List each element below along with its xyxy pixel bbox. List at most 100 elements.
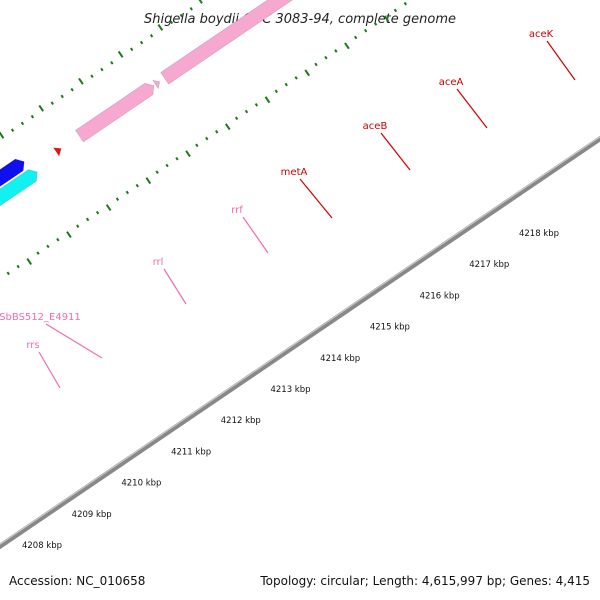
gene-label: rrs [26,340,39,351]
inner-tick [165,163,169,168]
outer-tick [60,94,64,99]
feature-arrow [152,79,161,90]
inner-tick [324,55,328,60]
gene-label: rrf [231,205,243,216]
inner-tick [85,217,90,222]
gene-label: aceK [529,29,554,40]
outer-tick [157,23,164,31]
outer-tick [198,0,203,4]
backbone-highlight [0,136,600,545]
inner-tick [105,204,112,212]
outer-tick [130,47,134,52]
feature-arrow [0,158,25,187]
outer-tick [38,104,45,112]
inner-tick [205,136,209,141]
feature-track [0,0,293,207]
outer-tick [110,60,114,65]
outer-tick [0,131,5,139]
outer-tick [90,74,94,79]
kbp-label-group: 4208 kbp 4209 kbp 4210 kbp 4211 kbp 4212 kbp… [22,229,559,551]
gene-leader-line [456,88,488,129]
gene-leader-line [242,216,269,254]
outer-tick [169,20,174,25]
inner-tick [393,8,398,13]
kbp-label: 4215 kbp [370,323,410,333]
genome-summary-text: Topology: circular; Length: 4,615,997 bp… [260,574,590,588]
outer-tick [30,114,35,119]
gene-leader-line [380,132,411,171]
outer-tick-row [0,0,203,139]
inner-tick [155,170,159,175]
genome-backbone [0,135,600,550]
kbp-label: 4213 kbp [270,385,310,395]
outer-tick [189,7,193,11]
gene-leader-line [163,268,187,305]
inner-tick [215,129,219,134]
inner-tick [284,82,288,87]
inner-tick [234,116,239,121]
inner-tick [354,35,358,40]
inner-tick [76,224,80,228]
outer-tick [149,34,154,38]
kbp-label: 4211 kbp [171,447,211,457]
outer-tick [50,101,54,106]
outer-tick [139,40,144,45]
inner-tick [334,49,338,53]
outer-tick [70,87,74,92]
inner-tick [175,156,179,161]
map-title: Shigella boydii CDC 3083-94, complete ge… [144,12,456,27]
kbp-label: 4208 kbp [22,541,62,551]
inner-tick [16,264,20,269]
inner-tick [344,42,350,50]
outer-tick [179,13,184,18]
gene-leader-line [38,351,61,389]
accession-text: Accession: NC_010658 [9,574,146,588]
inner-tick [95,210,100,215]
inner-tick [6,271,10,276]
kbp-label: 4216 kbp [420,291,460,301]
outer-tick [10,128,15,132]
inner-tick [135,183,139,188]
inner-tick [56,237,60,242]
inner-tick [373,22,378,26]
kbp-label: 4210 kbp [121,479,161,489]
feature-arrow [75,82,155,143]
inner-tick [254,103,259,107]
inner-tick [26,258,32,265]
inner-tick [185,150,191,158]
kbp-label: 4209 kbp [72,510,112,520]
inner-tick [36,251,40,255]
inner-tick [264,96,271,104]
inner-tick [244,109,249,114]
inner-tick [125,190,130,195]
outer-tick [20,121,25,126]
inner-tick-row [6,1,408,276]
gene-leader-line [299,178,333,219]
inner-tick [224,123,231,131]
kbp-label: 4218 kbp [519,229,559,239]
feature-arrow [0,169,38,207]
kbp-label: 4214 kbp [320,354,360,364]
inner-tick [363,28,368,33]
inner-tick [383,15,390,23]
feature-arrow [52,147,62,157]
feature-arrow [160,0,293,85]
inner-tick [294,76,298,80]
gene-label: metA [281,167,308,178]
inner-tick [304,69,310,77]
outer-tick [78,77,84,85]
gene-label: aceB [363,121,388,132]
gene-label: SbBS512_E4911 [0,312,81,323]
inner-tick [403,1,408,6]
gene-label: aceA [439,77,464,88]
gene-leader-line [45,323,103,359]
kbp-label: 4217 kbp [469,260,509,270]
inner-tick [145,177,152,185]
outer-tick [100,67,104,72]
inner-tick [46,244,50,249]
gene-label-group: rrs SbBS512_E4911 rrl rrf metA aceB aceA aceK [0,29,576,389]
kbp-label: 4212 kbp [221,416,261,426]
inner-tick [195,143,199,148]
inner-tick [314,62,318,67]
